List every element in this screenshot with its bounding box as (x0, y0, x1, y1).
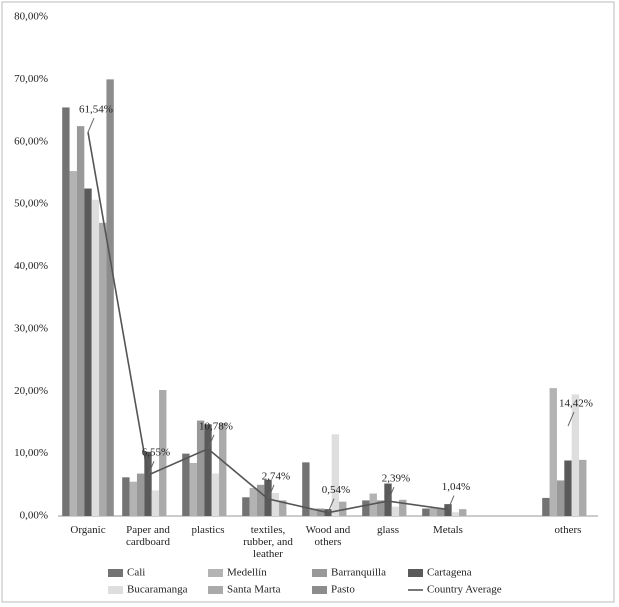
y-tick-label: 10,00% (14, 447, 48, 459)
bar (362, 500, 370, 516)
bar (151, 490, 160, 516)
bar (69, 171, 77, 516)
bar (242, 497, 250, 516)
legend-label: Cali (127, 567, 145, 579)
bar (144, 451, 152, 516)
value-label: 61,54% (79, 104, 113, 116)
label-leader (447, 495, 455, 510)
bar (556, 480, 565, 516)
bar (189, 462, 197, 516)
value-label: 1,04% (442, 481, 470, 493)
legend-swatch (312, 569, 327, 577)
legend-swatch (312, 586, 327, 594)
legend-label: Bucaramanga (127, 584, 188, 596)
bar (571, 394, 580, 516)
bar (256, 484, 265, 516)
x-tick-label: Wood and others (305, 524, 351, 548)
value-label: 14,42% (559, 398, 593, 410)
bar (331, 434, 340, 516)
value-label: 6,55% (142, 447, 170, 459)
legend-label: Santa Marta (227, 584, 281, 596)
bar (182, 453, 190, 516)
bar (196, 420, 205, 516)
bar (444, 504, 452, 516)
bar (76, 126, 85, 516)
y-tick-label: 30,00% (14, 322, 48, 334)
bar (436, 507, 445, 516)
bar (211, 473, 220, 516)
x-tick-label: textiles, rubber, and leather (243, 524, 293, 560)
bar (136, 473, 145, 516)
legend-swatch (208, 569, 223, 577)
bar (62, 107, 70, 516)
bar (384, 483, 392, 516)
bar (99, 222, 107, 516)
label-leader (207, 434, 215, 449)
bar (122, 477, 130, 516)
y-tick-label: 70,00% (14, 73, 48, 85)
bar (302, 462, 310, 516)
bar (219, 423, 227, 516)
bar (309, 508, 317, 516)
bar (429, 507, 437, 516)
label-leader (387, 486, 395, 502)
bar (459, 509, 467, 516)
bar (376, 500, 385, 516)
bar (129, 481, 137, 516)
label-leader (567, 411, 575, 427)
y-tick-label: 0,00% (20, 510, 48, 522)
bar (106, 79, 114, 516)
bar (451, 512, 460, 516)
value-label: 2,74% (262, 470, 290, 482)
y-tick-label: 20,00% (14, 385, 48, 397)
x-tick-label: glass (377, 524, 399, 536)
bar (399, 499, 407, 516)
x-tick-label: Paper and cardboard (126, 524, 170, 548)
bar (91, 199, 100, 517)
bar (422, 508, 430, 516)
bar (316, 508, 325, 516)
legend-swatch (108, 569, 123, 577)
x-tick-label: plastics (191, 524, 225, 536)
bar (564, 460, 572, 516)
x-tick-label: others (554, 524, 582, 536)
bar (204, 424, 212, 516)
x-tick-label: Organic (70, 524, 106, 536)
bar (159, 390, 167, 516)
label-leader (147, 460, 155, 476)
bar (271, 492, 280, 516)
y-tick-label: 60,00% (14, 135, 48, 147)
bar (579, 459, 587, 516)
legend-label: Cartagena (427, 567, 472, 579)
y-tick-label: 50,00% (14, 198, 48, 210)
bar (339, 501, 347, 516)
y-tick-label: 80,00% (14, 11, 48, 23)
legend-label: Country Average (427, 584, 502, 596)
bar (279, 500, 287, 516)
legend-swatch (408, 569, 423, 577)
bar (369, 493, 377, 516)
bar (84, 188, 92, 516)
value-label: 0,54% (322, 484, 350, 496)
label-leader (87, 117, 95, 133)
legend-label: Pasto (331, 584, 355, 596)
legend-swatch (108, 586, 123, 594)
y-tick-label: 40,00% (14, 260, 48, 272)
value-label: 10,78% (199, 420, 233, 432)
legend-swatch (208, 586, 223, 594)
legend-label: Medellín (227, 567, 267, 579)
label-leader (327, 498, 335, 513)
bar (249, 487, 257, 516)
value-label: 2,39% (382, 473, 410, 485)
legend-label: Barranquilla (331, 567, 386, 579)
bar (542, 497, 550, 516)
label-leader (267, 484, 275, 500)
bar (391, 506, 400, 516)
x-tick-label: Metals (433, 524, 463, 536)
bar (549, 388, 557, 516)
